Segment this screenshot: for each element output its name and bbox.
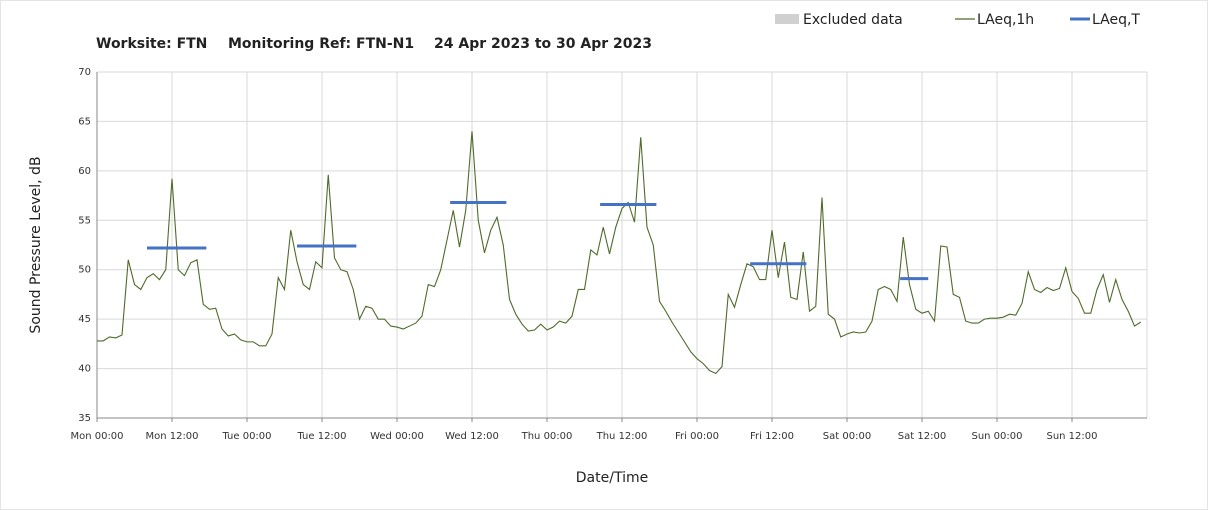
y-tick-label: 60 xyxy=(78,166,91,177)
x-tick-label: Sat 12:00 xyxy=(898,431,946,442)
x-axis-label: Date/Time xyxy=(576,470,648,486)
legend-label: LAeq,T xyxy=(1092,12,1140,28)
legend-label: LAeq,1h xyxy=(977,12,1034,28)
x-tick-label: Wed 12:00 xyxy=(445,431,499,442)
y-tick-label: 65 xyxy=(78,116,91,127)
x-tick-label: Sun 12:00 xyxy=(1046,431,1097,442)
x-tick-label: Tue 12:00 xyxy=(296,431,346,442)
x-tick-label: Mon 12:00 xyxy=(145,431,198,442)
legend-label: Excluded data xyxy=(803,12,903,28)
title-worksite: Worksite: FTN xyxy=(96,36,207,52)
x-tick-label: Tue 00:00 xyxy=(221,431,271,442)
y-axis-label: Sound Pressure Level, dB xyxy=(28,156,44,333)
x-tick-label: Sat 00:00 xyxy=(823,431,871,442)
y-tick-label: 35 xyxy=(78,413,91,424)
x-tick-label: Thu 00:00 xyxy=(521,431,573,442)
legend-swatch xyxy=(775,14,799,24)
x-tick-label: Thu 12:00 xyxy=(596,431,648,442)
x-tick-label: Fri 00:00 xyxy=(675,431,719,442)
title-ref: Monitoring Ref: FTN-N1 xyxy=(228,36,414,52)
y-tick-label: 40 xyxy=(78,364,91,375)
x-tick-label: Fri 12:00 xyxy=(750,431,794,442)
x-tick-label: Sun 00:00 xyxy=(971,431,1022,442)
title-dates: 24 Apr 2023 to 30 Apr 2023 xyxy=(434,36,652,52)
x-tick-label: Wed 00:00 xyxy=(370,431,424,442)
series-line xyxy=(97,131,1142,375)
y-tick-label: 55 xyxy=(78,215,91,226)
x-tick-label: Mon 00:00 xyxy=(70,431,123,442)
y-tick-label: 45 xyxy=(78,314,91,325)
y-tick-label: 70 xyxy=(78,67,91,78)
y-tick-label: 50 xyxy=(78,265,91,276)
